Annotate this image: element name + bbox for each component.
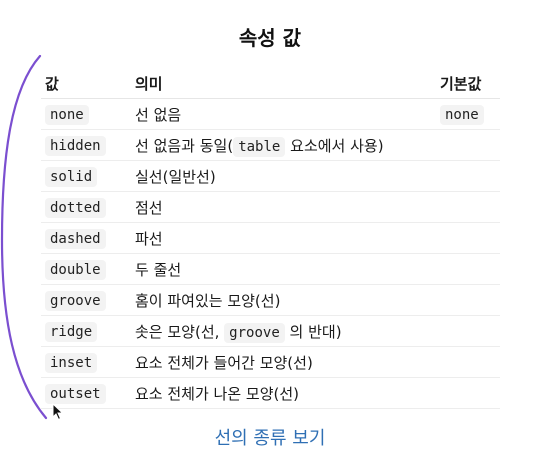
table-row: inset 요소 전체가 들어간 모양(선) (41, 346, 500, 378)
table-row: double 두 줄선 (41, 253, 500, 285)
meaning-text: 두 줄선 (131, 253, 436, 285)
meaning-text: 선 없음과 동일(table 요소에서 사용) (131, 129, 436, 161)
value-code: hidden (45, 136, 106, 156)
header-value: 값 (41, 68, 131, 99)
default-code: none (440, 105, 484, 125)
meaning-text: 점선 (131, 191, 436, 223)
table-row: outset 요소 전체가 나온 모양(선) (41, 377, 500, 409)
table-header-row: 값 의미 기본값 (41, 68, 500, 99)
value-code: groove (45, 291, 106, 311)
meaning-text: 요소 전체가 나온 모양(선) (131, 377, 436, 409)
page-title: 속성 값 (238, 26, 302, 50)
header-default: 기본값 (436, 68, 500, 99)
table-row: groove 홈이 파여있는 모양(선) (41, 284, 500, 316)
meaning-text: 솟은 모양(선, groove 의 반대) (131, 315, 436, 347)
table-row: hidden 선 없음과 동일(table 요소에서 사용) (41, 129, 500, 161)
mouse-pointer-icon (52, 402, 64, 425)
value-code: none (45, 105, 89, 125)
value-code: outset (45, 384, 106, 404)
table-row: ridge 솟은 모양(선, groove 의 반대) (41, 315, 500, 347)
value-code: dashed (45, 229, 106, 249)
view-line-types-link[interactable]: 선의 종류 보기 (214, 428, 326, 449)
value-code: dotted (45, 198, 106, 218)
meaning-text: 요소 전체가 들어간 모양(선) (131, 346, 436, 378)
value-code: solid (45, 167, 98, 187)
value-code: double (45, 260, 106, 280)
value-code: inset (45, 353, 98, 373)
header-meaning: 의미 (131, 68, 436, 99)
inline-code: table (233, 136, 286, 157)
meaning-text: 홈이 파여있는 모양(선) (131, 284, 436, 316)
table-row: dashed 파선 (41, 222, 500, 254)
inline-code: groove (224, 322, 285, 343)
property-values-table: 값 의미 기본값 none 선 없음 none hidden 선 없음과 동일(… (41, 68, 500, 409)
table-row: dotted 점선 (41, 191, 500, 223)
table-row: solid 실선(일반선) (41, 160, 500, 192)
value-code: ridge (45, 322, 98, 342)
meaning-text: 선 없음 (131, 98, 436, 130)
meaning-text: 파선 (131, 222, 436, 254)
table-row: none 선 없음 none (41, 98, 500, 130)
meaning-text: 실선(일반선) (131, 160, 436, 192)
